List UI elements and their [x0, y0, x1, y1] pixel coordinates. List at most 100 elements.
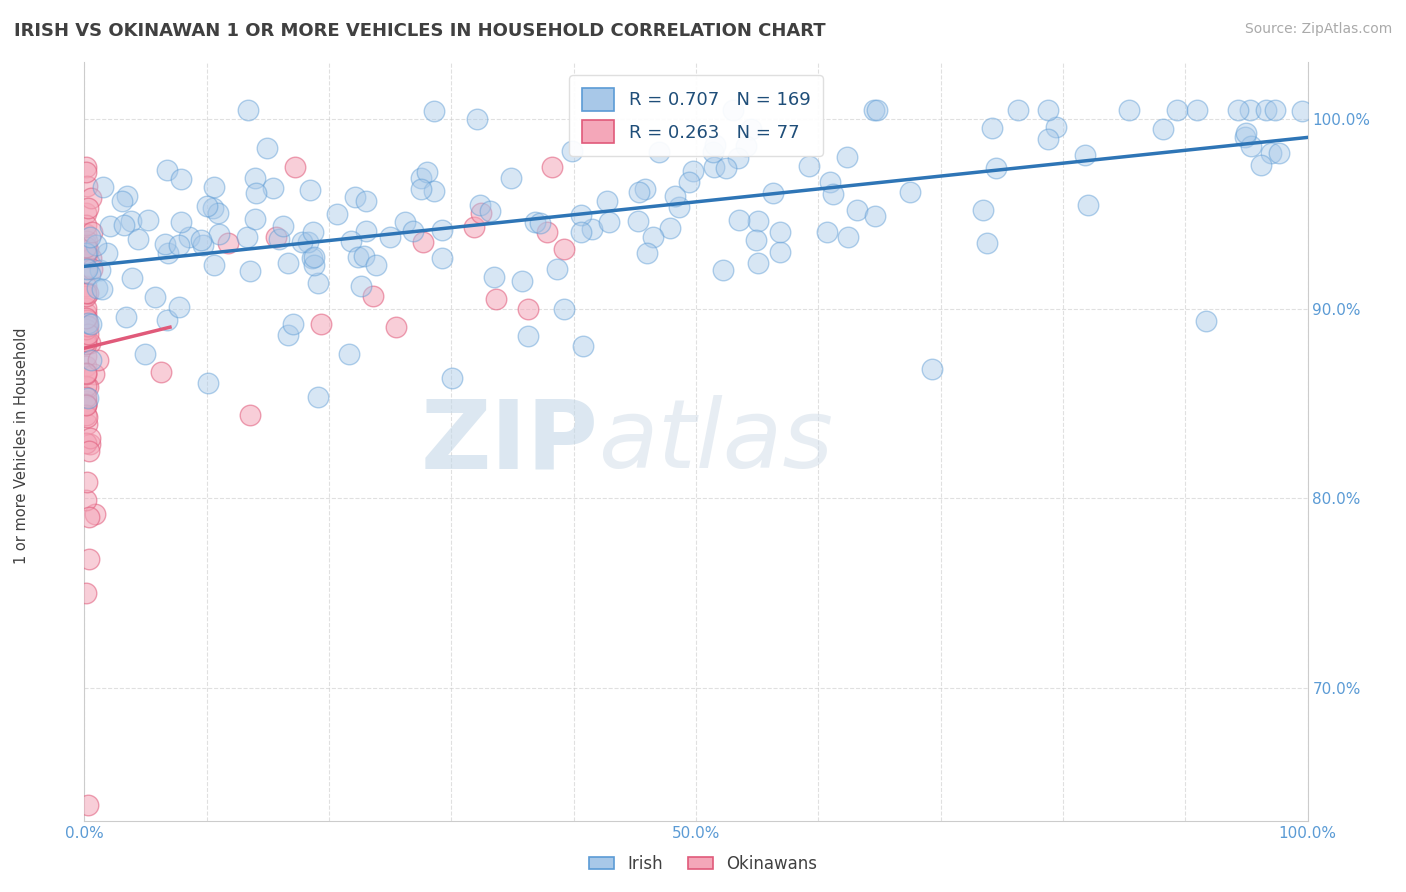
- Point: [402, 224, 425, 238]
- Point: [1234, 130, 1257, 145]
- Point: [277, 327, 299, 342]
- Point: [256, 141, 278, 155]
- Point: [416, 164, 439, 178]
- Point: [984, 161, 1007, 175]
- Point: [385, 320, 408, 334]
- Point: [636, 245, 658, 260]
- Point: [202, 202, 225, 216]
- Point: [75, 397, 97, 411]
- Point: [77, 317, 100, 331]
- Legend: Irish, Okinawans: Irish, Okinawans: [582, 848, 824, 880]
- Point: [536, 225, 558, 239]
- Point: [79, 336, 101, 351]
- Point: [1239, 139, 1261, 153]
- Point: [115, 189, 138, 203]
- Point: [298, 183, 321, 197]
- Point: [264, 230, 287, 244]
- Point: [75, 289, 97, 303]
- Point: [546, 261, 568, 276]
- Point: [245, 186, 267, 201]
- Point: [75, 366, 97, 380]
- Point: [1268, 145, 1291, 160]
- Point: [75, 337, 97, 351]
- Point: [976, 235, 998, 250]
- Point: [769, 226, 792, 240]
- Point: [75, 285, 97, 300]
- Point: [972, 203, 994, 218]
- Point: [865, 103, 887, 117]
- Point: [127, 231, 149, 245]
- Point: [541, 160, 564, 174]
- Point: [236, 103, 259, 117]
- Point: [79, 437, 101, 451]
- Text: 1 or more Vehicles in Household: 1 or more Vehicles in Household: [14, 327, 28, 565]
- Point: [243, 211, 266, 226]
- Point: [1239, 103, 1261, 117]
- Point: [297, 235, 319, 250]
- Point: [75, 334, 97, 348]
- Point: [309, 317, 332, 331]
- Point: [440, 371, 463, 385]
- Point: [703, 137, 725, 152]
- Point: [569, 226, 592, 240]
- Point: [301, 252, 323, 266]
- Legend: R = 0.707   N = 169, R = 0.263   N = 77: R = 0.707 N = 169, R = 0.263 N = 77: [569, 75, 823, 156]
- Point: [77, 444, 100, 458]
- Point: [571, 338, 593, 352]
- Point: [80, 317, 103, 331]
- Point: [177, 230, 200, 244]
- Point: [170, 215, 193, 229]
- Point: [837, 229, 859, 244]
- Point: [835, 150, 858, 164]
- Point: [648, 145, 671, 160]
- Point: [598, 215, 620, 229]
- Point: [120, 214, 142, 228]
- Point: [364, 258, 387, 272]
- Point: [628, 185, 651, 199]
- Point: [797, 159, 820, 173]
- Point: [1077, 197, 1099, 211]
- Point: [703, 160, 725, 174]
- Point: [262, 180, 284, 194]
- Point: [77, 551, 100, 566]
- Point: [77, 326, 100, 341]
- Point: [75, 306, 97, 320]
- Point: [115, 310, 138, 324]
- Point: [1291, 103, 1313, 118]
- Point: [98, 219, 121, 233]
- Point: [75, 367, 97, 381]
- Point: [1226, 103, 1249, 117]
- Point: [354, 194, 377, 208]
- Point: [325, 207, 347, 221]
- Point: [430, 251, 453, 265]
- Point: [75, 398, 97, 412]
- Point: [75, 301, 97, 316]
- Point: [190, 233, 212, 247]
- Point: [1256, 103, 1278, 117]
- Point: [1250, 158, 1272, 172]
- Point: [1264, 103, 1286, 117]
- Point: [111, 194, 134, 208]
- Point: [561, 145, 583, 159]
- Point: [77, 286, 100, 301]
- Point: [682, 164, 704, 178]
- Point: [75, 435, 97, 450]
- Point: [430, 222, 453, 236]
- Point: [75, 218, 97, 232]
- Point: [75, 261, 97, 276]
- Point: [76, 261, 98, 276]
- Point: [302, 225, 325, 239]
- Point: [75, 329, 97, 343]
- Point: [468, 198, 491, 212]
- Point: [734, 139, 756, 153]
- Point: [1036, 132, 1059, 146]
- Point: [482, 270, 505, 285]
- Point: [202, 258, 225, 272]
- Point: [740, 122, 762, 136]
- Point: [470, 205, 492, 219]
- Point: [76, 202, 98, 216]
- Point: [79, 431, 101, 445]
- Point: [271, 219, 294, 233]
- Point: [302, 251, 325, 265]
- Point: [727, 213, 749, 227]
